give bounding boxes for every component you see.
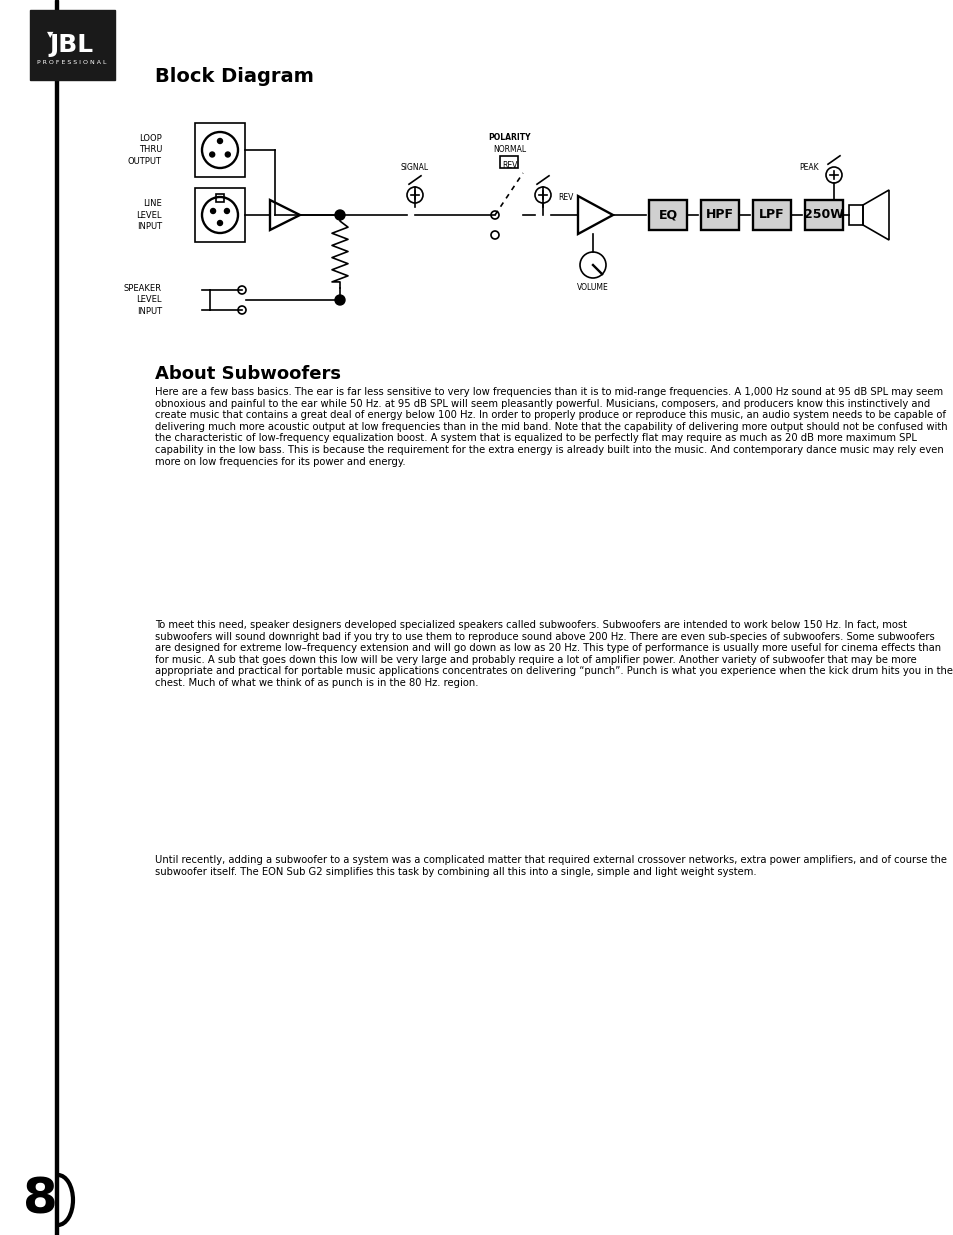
Text: ▼: ▼ (47, 31, 53, 40)
Text: LINE
LEVEL
INPUT: LINE LEVEL INPUT (136, 199, 162, 231)
Text: PEAK: PEAK (799, 163, 818, 172)
Bar (752, 200, 790, 230)
Text: EQ: EQ (658, 209, 677, 221)
Circle shape (224, 209, 229, 214)
Text: VOLUME: VOLUME (577, 283, 608, 291)
Bar (848, 205, 862, 225)
Text: 8: 8 (23, 1176, 57, 1224)
Text: Until recently, adding a subwoofer to a system was a complicated matter that req: Until recently, adding a subwoofer to a … (154, 855, 946, 877)
Circle shape (335, 295, 345, 305)
Text: NORMAL: NORMAL (493, 146, 526, 154)
Bar (215, 194, 224, 203)
Circle shape (335, 210, 345, 220)
Bar (700, 200, 739, 230)
Bar (30, 10, 115, 80)
Text: REV: REV (558, 193, 573, 201)
Circle shape (225, 152, 230, 157)
Bar (194, 124, 245, 177)
Bar (648, 200, 686, 230)
Bar (55, 0, 58, 1235)
Text: About Subwoofers: About Subwoofers (154, 366, 340, 383)
Circle shape (217, 221, 222, 226)
Text: SPEAKER
LEVEL
INPUT: SPEAKER LEVEL INPUT (124, 284, 162, 316)
Bar (194, 188, 245, 242)
Text: P R O F E S S I O N A L: P R O F E S S I O N A L (37, 61, 107, 65)
Text: REV: REV (502, 161, 517, 169)
Text: Here are a few bass basics. The ear is far less sensitive to very low frequencie: Here are a few bass basics. The ear is f… (154, 387, 946, 467)
Text: HPF: HPF (705, 209, 733, 221)
Circle shape (210, 152, 214, 157)
Circle shape (211, 209, 215, 214)
Text: JBL: JBL (50, 33, 94, 57)
Text: LOOP
THRU
OUTPUT: LOOP THRU OUTPUT (128, 133, 162, 167)
Circle shape (217, 138, 222, 143)
Text: LPF: LPF (759, 209, 784, 221)
Text: POLARITY: POLARITY (488, 132, 531, 142)
Text: Block Diagram: Block Diagram (154, 68, 314, 86)
Bar (804, 200, 842, 230)
Text: SIGNAL: SIGNAL (400, 163, 429, 172)
Text: To meet this need, speaker designers developed specialized speakers called subwo: To meet this need, speaker designers dev… (154, 620, 952, 688)
Text: 250W: 250W (803, 209, 843, 221)
Bar (499, 156, 517, 168)
